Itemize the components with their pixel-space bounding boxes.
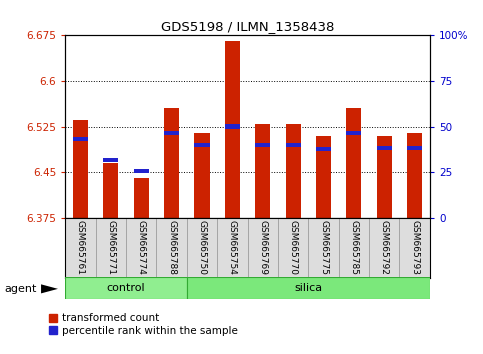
Bar — [65, 277, 187, 299]
Bar — [156, 218, 187, 278]
Bar — [194, 133, 210, 218]
Bar — [73, 137, 88, 141]
Bar — [377, 136, 392, 218]
Bar — [194, 143, 210, 147]
Text: GSM665769: GSM665769 — [258, 219, 267, 274]
Bar — [164, 108, 179, 218]
Bar — [65, 218, 96, 278]
Bar — [407, 146, 422, 150]
Bar — [255, 124, 270, 218]
Bar — [346, 131, 361, 135]
Bar — [134, 169, 149, 173]
Bar — [187, 277, 430, 299]
Text: GSM665792: GSM665792 — [380, 219, 389, 274]
Title: GDS5198 / ILMN_1358438: GDS5198 / ILMN_1358438 — [161, 20, 334, 33]
Polygon shape — [41, 284, 58, 293]
Bar — [346, 108, 361, 218]
Bar — [377, 146, 392, 150]
Bar — [134, 178, 149, 218]
Bar — [285, 143, 301, 147]
Legend: transformed count, percentile rank within the sample: transformed count, percentile rank withi… — [49, 313, 238, 336]
Bar — [73, 120, 88, 218]
Bar — [399, 218, 430, 278]
Text: agent: agent — [5, 284, 37, 294]
Text: control: control — [107, 283, 145, 293]
Text: GSM665750: GSM665750 — [198, 219, 206, 274]
Text: GSM665775: GSM665775 — [319, 219, 328, 274]
Bar — [339, 218, 369, 278]
Bar — [285, 124, 301, 218]
Bar — [103, 158, 118, 162]
Bar — [255, 143, 270, 147]
Bar — [407, 133, 422, 218]
Text: GSM665771: GSM665771 — [106, 219, 115, 274]
Text: GSM665793: GSM665793 — [410, 219, 419, 274]
Bar — [248, 218, 278, 278]
Text: GSM665785: GSM665785 — [349, 219, 358, 274]
Text: GSM665754: GSM665754 — [228, 219, 237, 274]
Text: GSM665788: GSM665788 — [167, 219, 176, 274]
Bar — [187, 218, 217, 278]
Bar — [316, 147, 331, 151]
Bar — [164, 131, 179, 135]
Bar — [225, 124, 240, 129]
Bar — [126, 218, 156, 278]
Text: GSM665770: GSM665770 — [289, 219, 298, 274]
Text: GSM665774: GSM665774 — [137, 219, 146, 274]
Text: silica: silica — [294, 283, 322, 293]
Bar — [96, 218, 126, 278]
Bar — [225, 41, 240, 218]
Bar — [369, 218, 399, 278]
Bar — [278, 218, 308, 278]
Bar — [308, 218, 339, 278]
Text: GSM665761: GSM665761 — [76, 219, 85, 274]
Bar — [316, 136, 331, 218]
Bar — [217, 218, 248, 278]
Bar — [103, 163, 118, 218]
